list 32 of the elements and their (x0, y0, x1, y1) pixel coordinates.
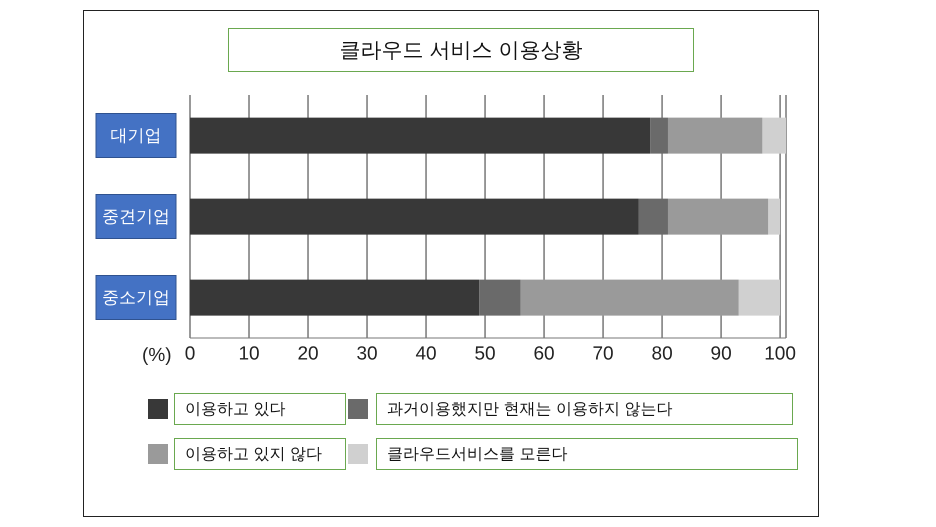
x-tick-label: 0 (184, 343, 196, 364)
x-tick-label: 10 (238, 343, 260, 364)
bar (479, 280, 520, 316)
bar (768, 198, 780, 235)
y-tick-label: 중견기업 (102, 207, 170, 226)
bar (668, 118, 762, 154)
bar (190, 280, 480, 316)
x-tick-label: 40 (415, 343, 437, 364)
x-tick-label: 100 (764, 343, 796, 364)
bar (650, 118, 668, 154)
x-tick-label: 80 (652, 343, 673, 364)
x-tick-label: 50 (474, 343, 496, 364)
chart-title: 클라우드 서비스 이용상황 (228, 28, 694, 72)
bar (190, 198, 638, 235)
x-axis-title: (%) (142, 345, 172, 367)
legend-label: 이용하고 있지 않다 (174, 438, 346, 470)
bar (190, 118, 650, 154)
y-tick-label: 대기업 (110, 126, 162, 145)
bar (762, 118, 786, 154)
x-tick-label: 20 (297, 343, 319, 364)
y-tick-label: 중소기업 (102, 288, 170, 307)
bar (638, 198, 668, 235)
x-tick-label: 30 (356, 343, 378, 364)
x-tick-label: 90 (710, 343, 732, 364)
bar (520, 280, 739, 316)
x-tick-label: 60 (533, 343, 555, 364)
legend-label: 클라우드서비스를 모른다 (376, 438, 798, 470)
legend-label: 과거이용했지만 현재는 이용하지 않는다 (376, 393, 793, 425)
bar (668, 198, 768, 235)
bar (738, 280, 780, 316)
legend-label: 이용하고 있다 (174, 393, 346, 425)
x-tick-label: 70 (592, 343, 614, 364)
